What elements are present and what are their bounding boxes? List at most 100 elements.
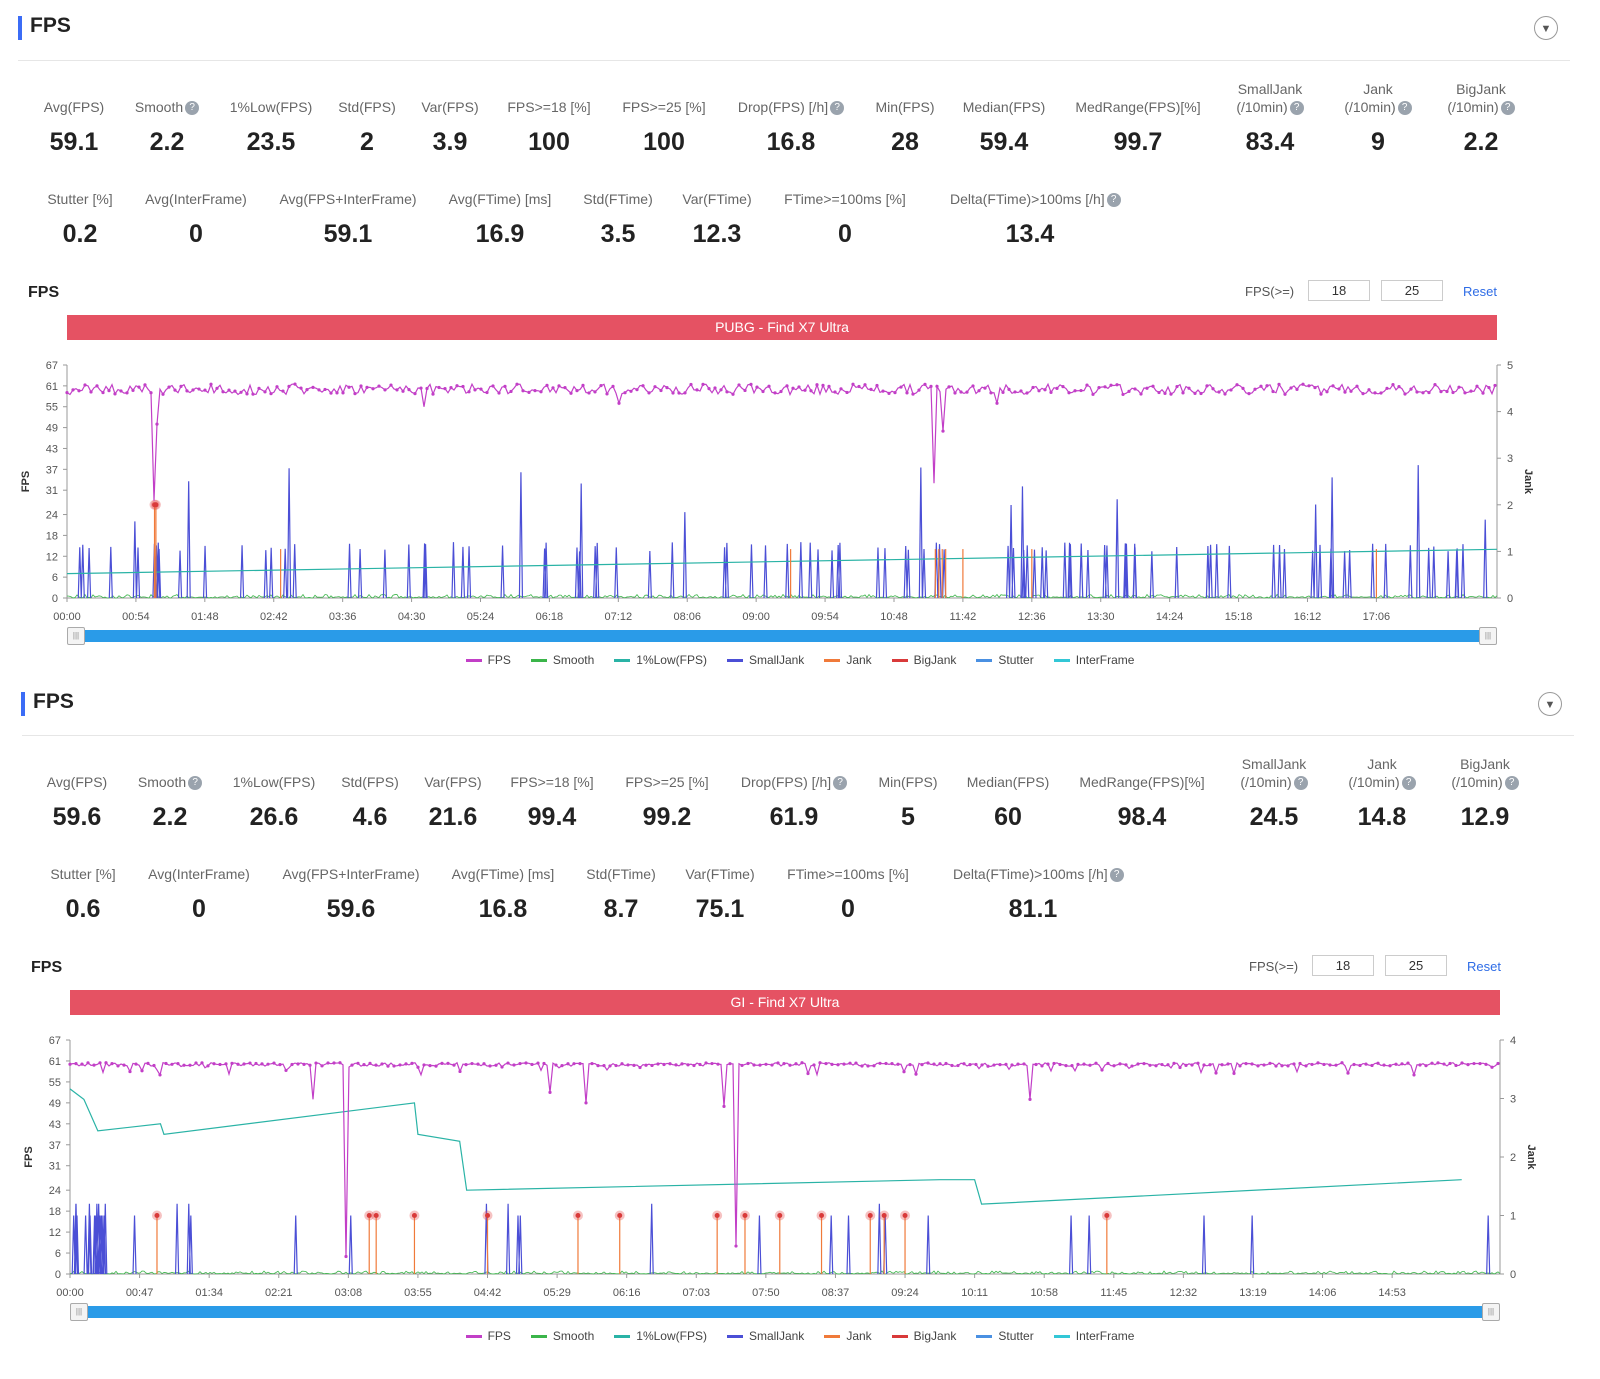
fps-point xyxy=(380,1062,384,1066)
fps-point xyxy=(395,388,399,392)
fps-filter-label: FPS(>=) xyxy=(1245,284,1295,299)
fps-point xyxy=(290,1062,294,1067)
fps-threshold-input-2[interactable]: 25 xyxy=(1381,280,1443,301)
fps-point xyxy=(785,384,789,388)
metric-label: FTime>=100ms [%] xyxy=(784,191,906,207)
help-icon[interactable]: ? xyxy=(1397,101,1412,116)
metric-label: Jank xyxy=(1367,756,1397,772)
fps-point xyxy=(68,1062,72,1066)
slider-handle-left[interactable]: ||| xyxy=(70,1303,88,1321)
fps-point xyxy=(1040,1064,1044,1068)
fps-threshold-input-2[interactable]: 25 xyxy=(1385,955,1447,976)
fps-point xyxy=(530,1062,534,1067)
collapse-toggle-icon[interactable]: ▼ xyxy=(1534,16,1558,40)
legend-item-bigjank[interactable]: BigJank xyxy=(891,1329,956,1343)
legend-item-stutter[interactable]: Stutter xyxy=(976,1329,1034,1343)
legend-item-bigjank[interactable]: BigJank xyxy=(891,653,956,667)
legend-item-1-low-fps-[interactable]: 1%Low(FPS) xyxy=(614,653,707,667)
fps-point xyxy=(542,1061,546,1066)
fps-point xyxy=(776,1061,780,1065)
legend-item-stutter[interactable]: Stutter xyxy=(976,653,1034,667)
metric-label: Jank xyxy=(1363,81,1393,97)
x-tick-label: 14:53 xyxy=(1378,1287,1406,1299)
y-tick-label: 61 xyxy=(46,381,58,393)
fps-threshold-input-1[interactable]: 18 xyxy=(1312,955,1374,976)
slider-handle-left[interactable]: ||| xyxy=(67,627,85,645)
help-icon[interactable]: ? xyxy=(830,101,845,116)
bigjank-marker-dot xyxy=(777,1213,783,1218)
help-icon[interactable]: ? xyxy=(1504,776,1519,791)
help-icon[interactable]: ? xyxy=(1289,101,1304,116)
help-icon[interactable]: ? xyxy=(833,776,848,791)
slider-handle-right[interactable]: ||| xyxy=(1479,627,1497,645)
fps-point xyxy=(1391,382,1395,387)
fps-point xyxy=(179,384,183,388)
legend-item-smooth[interactable]: Smooth xyxy=(530,1329,594,1343)
fps-point xyxy=(1016,1062,1020,1066)
time-range-slider[interactable]: ||| ||| xyxy=(70,1303,1500,1321)
fps-point xyxy=(1271,389,1275,394)
fps-point xyxy=(1439,390,1443,394)
time-range-slider[interactable]: ||| ||| xyxy=(67,627,1497,645)
collapse-toggle-icon[interactable]: ▼ xyxy=(1538,692,1562,716)
fps-point xyxy=(1463,391,1467,395)
x-tick-label: 05:29 xyxy=(543,1287,571,1299)
bigjank-marker-dot xyxy=(902,1213,908,1218)
help-icon[interactable]: ? xyxy=(1401,776,1416,791)
reset-link[interactable]: Reset xyxy=(1467,959,1501,974)
legend-swatch-icon xyxy=(465,659,482,663)
metric-avg-fps-interframe: Avg(FPS+InterFrame) 59.1 xyxy=(268,190,428,249)
fps-point xyxy=(632,1063,636,1067)
fps-point xyxy=(926,1061,930,1065)
metric-value: 59.1 xyxy=(49,128,99,156)
fps-point xyxy=(1319,392,1323,396)
fps-point xyxy=(263,390,267,394)
fps-point xyxy=(662,1062,666,1067)
help-icon[interactable]: ? xyxy=(185,101,200,116)
fps-point xyxy=(455,384,459,388)
fps-point xyxy=(515,382,519,386)
fps-point xyxy=(896,1062,900,1066)
y-right-tick-label: 5 xyxy=(1507,360,1513,372)
fps-point xyxy=(644,1063,648,1067)
fps-point xyxy=(1328,1063,1332,1067)
fps-point xyxy=(1382,1063,1386,1067)
legend-item-1-low-fps-[interactable]: 1%Low(FPS) xyxy=(614,1329,707,1343)
help-icon[interactable]: ? xyxy=(1500,101,1515,116)
help-icon[interactable]: ? xyxy=(1109,868,1124,883)
fps-point xyxy=(866,1064,870,1068)
fps-point xyxy=(182,1063,186,1067)
legend-item-smalljank[interactable]: SmallJank xyxy=(726,653,804,667)
legend-item-smalljank[interactable]: SmallJank xyxy=(726,1329,804,1343)
fps-point xyxy=(86,1061,90,1065)
fps-point xyxy=(1169,392,1173,396)
fps-point xyxy=(992,1063,996,1067)
legend-item-fps[interactable]: FPS xyxy=(465,1329,511,1343)
fps-point xyxy=(1133,387,1137,391)
metric-label: Drop(FPS) [/h]? xyxy=(711,98,871,116)
help-icon[interactable]: ? xyxy=(1293,776,1308,791)
x-tick-label: 14:24 xyxy=(1156,611,1184,623)
bigjank-marker-dot xyxy=(617,1213,623,1218)
legend-item-fps[interactable]: FPS xyxy=(465,653,511,667)
legend-item-jank[interactable]: Jank xyxy=(824,653,872,667)
fps-point xyxy=(503,384,507,388)
help-icon[interactable]: ? xyxy=(188,776,203,791)
chart-legend: FPS Smooth 1%Low(FPS) SmallJank Jank BigJank S… xyxy=(0,653,1600,667)
fps-point xyxy=(1355,384,1359,388)
metric-var-ftime: Var(FTime) 75.1 xyxy=(640,865,800,924)
help-icon[interactable]: ? xyxy=(1106,193,1121,208)
legend-item-interframe[interactable]: InterFrame xyxy=(1053,653,1134,667)
reset-link[interactable]: Reset xyxy=(1463,284,1497,299)
fps-point xyxy=(716,1062,720,1066)
fps-threshold-input-1[interactable]: 18 xyxy=(1308,280,1370,301)
legend-item-smooth[interactable]: Smooth xyxy=(530,653,594,667)
fps-point xyxy=(773,391,777,395)
metric-label: FPS>=18 [%] xyxy=(510,774,594,790)
legend-swatch-icon xyxy=(530,659,547,663)
fps-series-line xyxy=(69,1061,1499,1257)
fps-point xyxy=(1151,384,1155,388)
legend-item-interframe[interactable]: InterFrame xyxy=(1053,1329,1134,1343)
slider-handle-right[interactable]: ||| xyxy=(1482,1303,1500,1321)
legend-item-jank[interactable]: Jank xyxy=(824,1329,872,1343)
